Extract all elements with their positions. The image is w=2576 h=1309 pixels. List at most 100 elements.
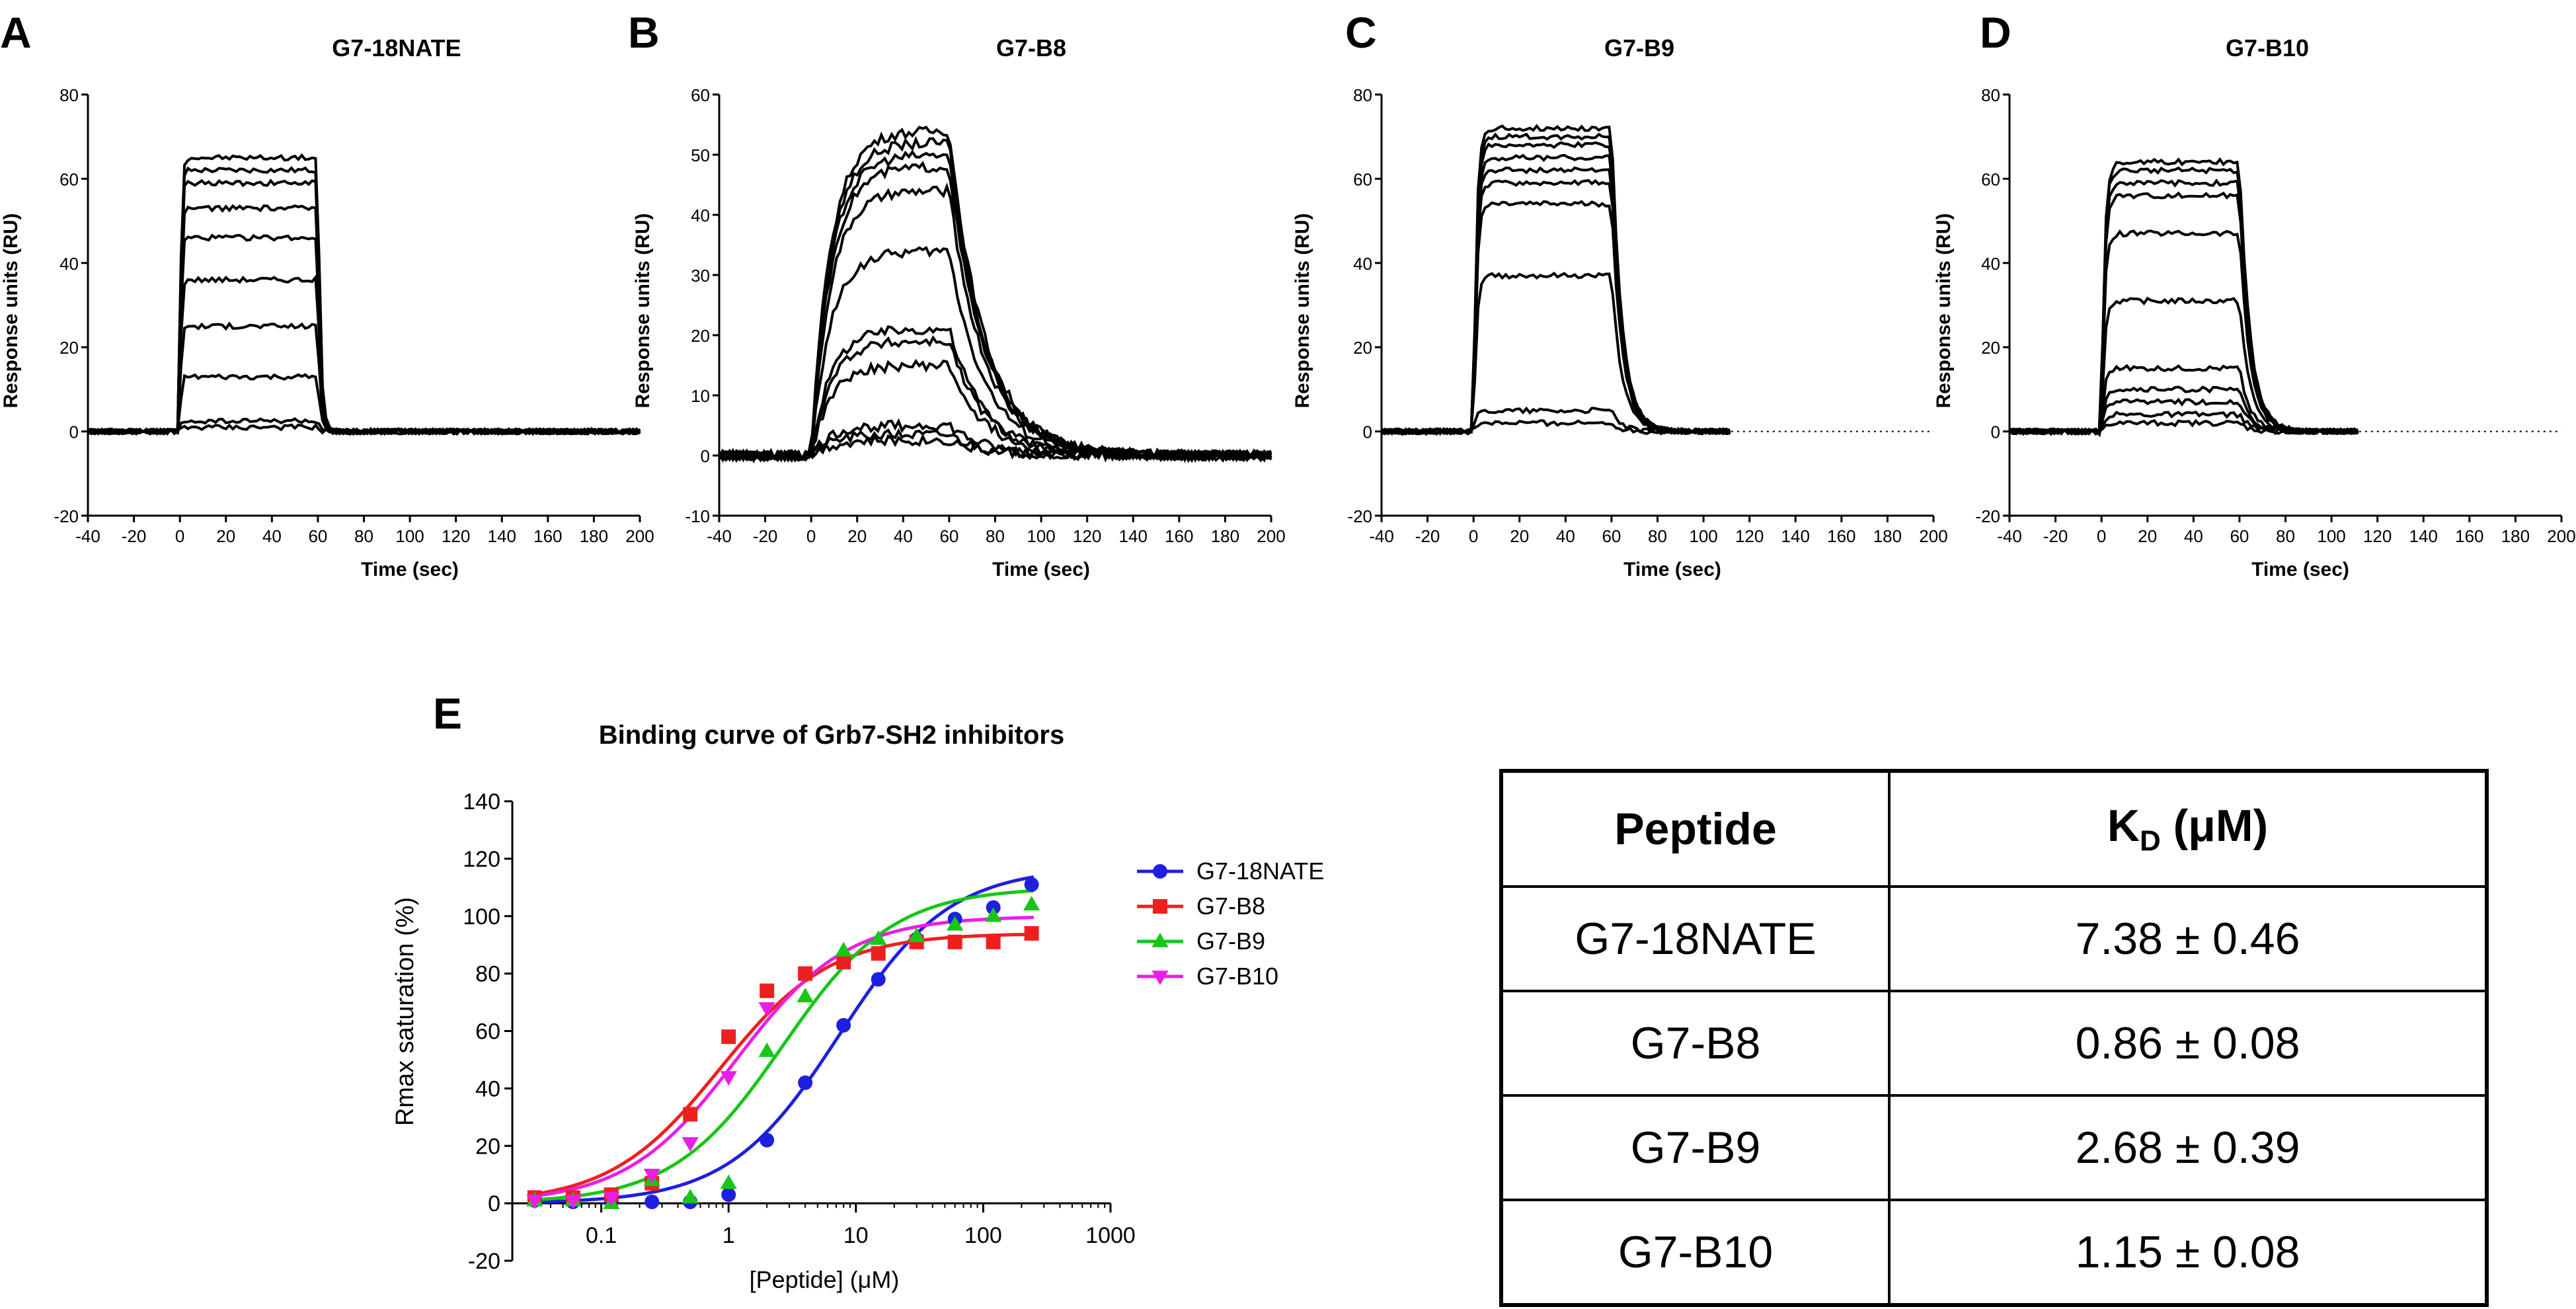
x-tick-label: 20 xyxy=(847,526,867,546)
panel-c-xlabel: Time (sec) xyxy=(1623,559,1721,580)
binding-curve-points xyxy=(526,877,1040,1209)
panel-b-traces xyxy=(718,126,1272,464)
y-tick-label: 0 xyxy=(69,422,79,442)
table-cell-peptide: G7-B9 xyxy=(1500,1094,1891,1201)
sensorgram-trace xyxy=(87,153,641,436)
x-tick-label: 140 xyxy=(488,526,516,546)
y-tick-label: -10 xyxy=(685,506,710,526)
legend-label: G7-B10 xyxy=(1196,963,1278,990)
binding-curve-title: Binding curve of Grb7-SH2 inhibitors xyxy=(599,721,1065,750)
binding-curve-panel: E Binding curve of Grb7-SH2 inhibitors R… xyxy=(391,689,1324,1293)
x-tick-label: 0.1 xyxy=(586,1223,617,1248)
sensorgram-trace xyxy=(718,161,1272,463)
sensorgram-trace xyxy=(87,274,641,436)
x-tick-label: 80 xyxy=(1648,526,1667,546)
sensorgram-trace xyxy=(1381,132,1731,436)
sensorgram-trace xyxy=(87,321,641,436)
sensorgram-trace xyxy=(2009,364,2359,436)
y-tick-label: 120 xyxy=(463,847,500,872)
y-tick-label: 60 xyxy=(1353,169,1372,189)
x-tick-label: 120 xyxy=(2363,526,2392,546)
data-point xyxy=(1024,926,1039,941)
data-point xyxy=(986,934,1001,949)
header-kd-sub: D xyxy=(2139,824,2161,857)
panel-letter-e: E xyxy=(433,689,462,738)
table-cell-kd: 1.15 ± 0.08 xyxy=(1888,1199,2488,1306)
data-point xyxy=(720,1174,737,1189)
x-tick-label: 140 xyxy=(2409,526,2438,546)
data-point xyxy=(947,916,964,931)
x-tick-label: 0 xyxy=(806,526,816,546)
panel-c-ylabel: Response units (RU) xyxy=(1292,213,1313,408)
x-tick-label: -20 xyxy=(2043,526,2068,546)
x-tick-label: 120 xyxy=(442,526,470,546)
panel-letter-c: C xyxy=(1345,8,1377,57)
panel-a-traces xyxy=(87,153,641,436)
legend-marker xyxy=(1153,899,1167,914)
x-tick-label: 60 xyxy=(1602,526,1621,546)
data-point xyxy=(683,1107,698,1122)
sensorgram-trace xyxy=(2009,157,2359,436)
x-tick-label: 100 xyxy=(395,526,424,546)
x-tick-label: 60 xyxy=(308,526,327,546)
y-tick-label: 0 xyxy=(1991,422,2000,442)
x-tick-label: 140 xyxy=(1119,526,1148,546)
panel-b-ylabel: Response units (RU) xyxy=(632,213,654,408)
x-tick-label: 40 xyxy=(1556,526,1575,546)
sensorgram-trace xyxy=(2009,418,2359,436)
y-tick-label: 20 xyxy=(1353,338,1372,358)
sensorgram-trace xyxy=(719,126,1272,463)
y-tick-label: 50 xyxy=(691,145,710,165)
data-point xyxy=(985,907,1002,922)
x-tick-label: 160 xyxy=(1827,526,1855,546)
data-point xyxy=(720,1071,737,1086)
panel-letter-d: D xyxy=(1980,8,2011,57)
header-peptide: Peptide xyxy=(1500,770,1891,888)
x-tick-label: 20 xyxy=(1510,526,1529,546)
x-tick-label: 160 xyxy=(1165,526,1193,546)
y-tick-label: 0 xyxy=(701,446,710,466)
table-row: G7-B8 0.86 ± 0.08 xyxy=(1500,990,2488,1097)
panel-a-xlabel: Time (sec) xyxy=(361,559,459,580)
header-kd-unit: (μM) xyxy=(2173,801,2269,852)
sensorgram-trace xyxy=(1380,419,1731,436)
y-tick-label: 40 xyxy=(59,254,79,274)
table-cell-peptide: G7-B8 xyxy=(1500,990,1891,1097)
x-tick-label: 0 xyxy=(1469,526,1478,546)
sensorgram-trace xyxy=(1381,166,1731,436)
x-tick-label: 80 xyxy=(2276,526,2295,546)
x-tick-label: 200 xyxy=(2547,526,2575,546)
sensorgram-trace xyxy=(87,233,641,436)
table-row: G7-B10 1.15 ± 0.08 xyxy=(1500,1199,2488,1306)
data-point xyxy=(871,972,886,987)
x-tick-label: 180 xyxy=(580,526,608,546)
panel-c-title: G7-B9 xyxy=(1604,34,1674,61)
data-point xyxy=(797,988,814,1003)
header-kd-k: K xyxy=(2107,801,2140,852)
data-point xyxy=(1024,877,1039,892)
panel-d-title: G7-B10 xyxy=(2226,34,2309,61)
y-tick-label: -20 xyxy=(1975,506,2000,526)
x-tick-label: 10 xyxy=(843,1223,869,1248)
panel-b-ticks: -10 0 10 20 30 40 50 60 -40 -20 0 20 40 60 80 100 120 140… xyxy=(685,85,1285,546)
sensorgram-trace xyxy=(1381,271,1731,436)
sensorgram-trace xyxy=(87,422,641,436)
binding-curve-xlabel: [Peptide] (μM) xyxy=(750,1266,900,1293)
panel-letter-a: A xyxy=(0,8,32,57)
binding-curve-ticks: -20 0 20 40 60 80 100 120 140 0.1 1 10 100 1000 xyxy=(463,789,1136,1274)
data-point xyxy=(565,1194,582,1209)
x-tick-label: -20 xyxy=(1415,526,1440,546)
panel-a-title: G7-18NATE xyxy=(332,34,461,61)
legend-label: G7-B8 xyxy=(1196,892,1265,920)
data-point xyxy=(836,1017,851,1033)
x-tick-label: 0 xyxy=(175,526,184,546)
y-tick-label: 80 xyxy=(59,85,79,105)
legend-marker xyxy=(1151,971,1169,986)
table-cell-peptide: G7-18NATE xyxy=(1500,885,1891,992)
data-point xyxy=(760,983,775,998)
x-tick-label: 100 xyxy=(2317,526,2345,546)
legend-marker xyxy=(1151,932,1169,947)
sensorgram-trace xyxy=(2009,385,2359,438)
